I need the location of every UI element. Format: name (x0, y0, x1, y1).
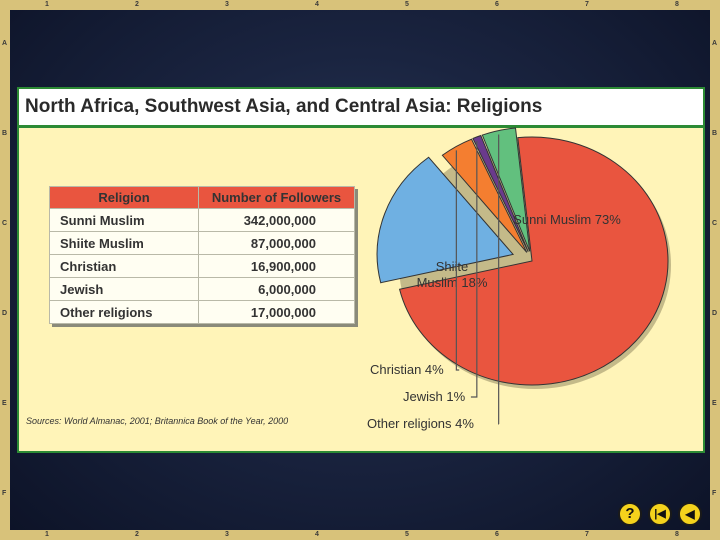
pie-label-other-religions: Other religions 4% (367, 416, 474, 431)
frame-column-label: 1 (45, 531, 49, 538)
frame-row-label: F (2, 490, 7, 497)
title-divider (19, 125, 703, 128)
frame-row-label: D (712, 310, 718, 317)
help-button[interactable]: ? (618, 502, 642, 526)
table-cell-followers: 17,000,000 (198, 300, 355, 324)
frame-row-label: B (712, 130, 718, 137)
frame-column-label: 8 (675, 531, 679, 538)
table-cell-religion: Other religions (49, 300, 199, 324)
table-row: Christian 16,900,000 (49, 254, 355, 278)
frame-column-label: 7 (585, 531, 589, 538)
frame-column-label: 5 (405, 531, 409, 538)
pie-leader-line (455, 150, 460, 371)
frame-column-label: 2 (135, 1, 139, 8)
frame-column-label: 1 (45, 1, 49, 8)
pie-label-shiite-muslim-line1: Shiite (436, 259, 469, 274)
table-header-religion: Religion (49, 186, 199, 209)
frame-column-label: 4 (315, 1, 319, 8)
sources-note: Sources: World Almanac, 2001; Britannica… (26, 416, 289, 426)
table-cell-religion: Shiite Muslim (49, 231, 199, 255)
frame-column-label: 6 (495, 531, 499, 538)
frame-row-label: C (712, 220, 718, 227)
frame-bottom (0, 530, 720, 540)
pie-label-jewish: Jewish 1% (403, 389, 466, 404)
table-cell-religion: Jewish (49, 277, 199, 301)
religion-table: Religion Number of Followers Sunni Musli… (49, 186, 355, 324)
table-cell-followers: 16,900,000 (198, 254, 355, 278)
frame-row-label: A (2, 40, 8, 47)
frame-column-label: 2 (135, 531, 139, 538)
frame-left (0, 0, 10, 540)
pie-slice-christian (441, 138, 528, 253)
pie-slice-sunni-muslim (398, 136, 669, 386)
table-row: Jewish 6,000,000 (49, 277, 355, 301)
table-cell-followers: 6,000,000 (198, 277, 355, 301)
frame-row-label: B (2, 130, 8, 137)
title-bar: North Africa, Southwest Asia, and Centra… (19, 89, 703, 125)
table-header-row: Religion Number of Followers (49, 186, 355, 209)
pie-label-shiite-muslim-line2: Muslim 18% (417, 275, 488, 290)
pie-slice-shiite-muslim (376, 156, 515, 284)
pie-slice-other-religions (481, 127, 531, 252)
frame-row-label: D (2, 310, 8, 317)
previous-slide-button[interactable]: ◀ (678, 502, 702, 526)
frame-row-label: F (712, 490, 717, 497)
frame-row-label: E (2, 400, 7, 407)
frame-column-label: 6 (495, 1, 499, 8)
frame-row-label: C (2, 220, 8, 227)
frame-row-label: A (712, 40, 718, 47)
table-cell-followers: 87,000,000 (198, 231, 355, 255)
table-cell-followers: 342,000,000 (198, 208, 355, 232)
content-panel: North Africa, Southwest Asia, and Centra… (17, 87, 705, 453)
frame-column-label: 3 (225, 531, 229, 538)
frame-row-label: E (712, 400, 717, 407)
pie-label-sunni-muslim: Sunni Muslim 73% (513, 212, 621, 227)
pie-leader-line (470, 140, 478, 398)
frame-right (710, 0, 720, 540)
religion-table-wrap: Religion Number of Followers Sunni Musli… (49, 186, 355, 324)
first-slide-button[interactable]: |◀ (648, 502, 672, 526)
frame-top (0, 0, 720, 10)
table-row: Shiite Muslim 87,000,000 (49, 231, 355, 255)
table-row: Sunni Muslim 342,000,000 (49, 208, 355, 232)
page-title: North Africa, Southwest Asia, and Centra… (25, 96, 543, 117)
frame-column-label: 8 (675, 1, 679, 8)
table-row: Other religions 17,000,000 (49, 300, 355, 324)
frame-column-label: 3 (225, 1, 229, 8)
table-cell-religion: Christian (49, 254, 199, 278)
pie-slice-jewish (472, 134, 529, 252)
frame-column-label: 5 (405, 1, 409, 8)
frame-column-label: 4 (315, 531, 319, 538)
frame-column-label: 7 (585, 1, 589, 8)
pie-label-christian: Christian 4% (370, 362, 444, 377)
